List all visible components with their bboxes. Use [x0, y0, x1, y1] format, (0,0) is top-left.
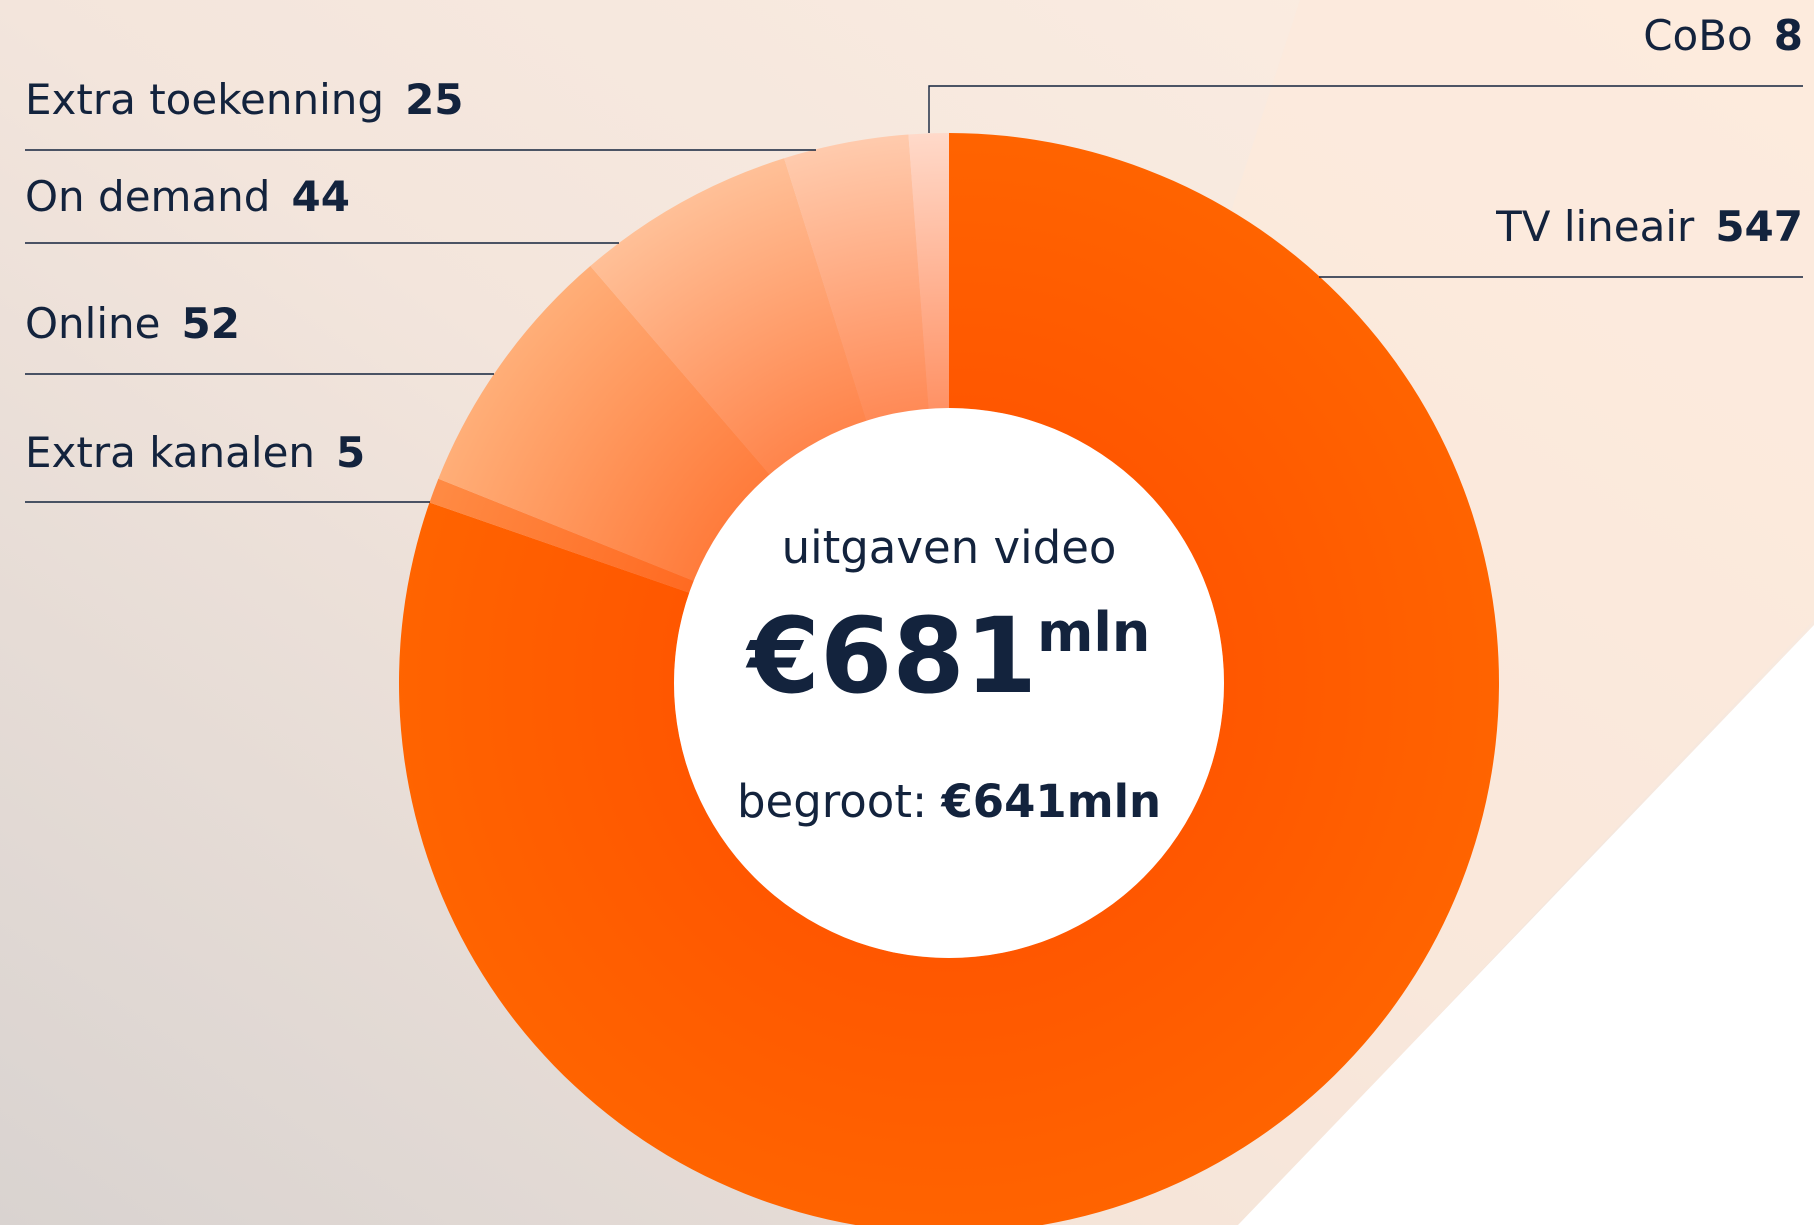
- budget-value: €641mln: [940, 775, 1161, 828]
- budget-label: begroot:: [737, 775, 927, 828]
- total-unit: mln: [1037, 601, 1150, 664]
- legend-name: Extra toekenning: [25, 75, 384, 124]
- legend-value: 547: [1715, 202, 1803, 251]
- donut-hole: [674, 408, 1224, 958]
- legend-label: Extra toekenning 25: [25, 75, 464, 124]
- legend-value: 52: [181, 299, 239, 348]
- center-label: uitgaven video: [782, 521, 1117, 574]
- legend-label: On demand 44: [25, 172, 350, 221]
- total-label: €681: [746, 595, 1037, 717]
- legend-value: 8: [1774, 11, 1803, 60]
- legend-label: TV lineair 547: [1495, 202, 1803, 251]
- legend-label: Online 52: [25, 299, 240, 348]
- total: €681mln: [746, 595, 1151, 717]
- legend-name: Extra kanalen: [25, 428, 315, 477]
- legend-label: Extra kanalen 5: [25, 428, 365, 477]
- legend-value: 5: [336, 428, 365, 477]
- legend-name: Online: [25, 299, 160, 348]
- legend-name: TV lineair: [1495, 202, 1695, 251]
- budget: begroot: €641mln: [737, 775, 1161, 828]
- leader-line: [928, 85, 1803, 133]
- legend-name: On demand: [25, 172, 270, 221]
- legend-value: 44: [291, 172, 349, 221]
- legend-value: 25: [405, 75, 463, 124]
- legend-name: CoBo: [1643, 11, 1753, 60]
- legend-label: CoBo 8: [1643, 11, 1803, 60]
